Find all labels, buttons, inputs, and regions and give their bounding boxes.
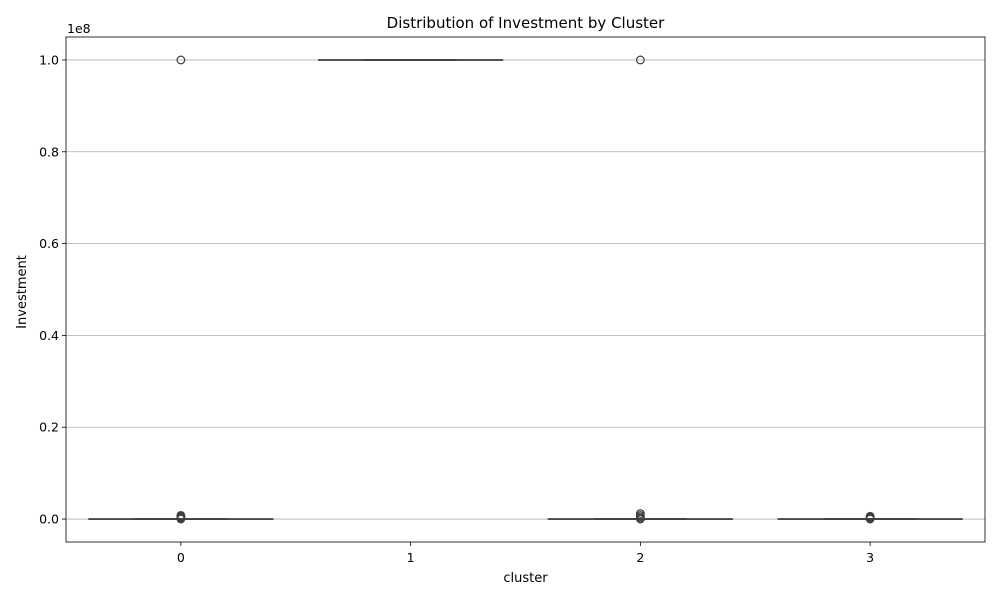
y-tick-label: 0.4	[39, 328, 59, 343]
x-axis-label: cluster	[503, 571, 548, 586]
x-tick-label: 1	[407, 550, 415, 565]
box-cluster-3	[777, 511, 963, 524]
y-axis-label: Investment	[15, 255, 30, 329]
y-tick-label: 0.8	[39, 144, 59, 159]
y-tick-label: 1.0	[39, 52, 59, 67]
plot-frame	[65, 36, 986, 543]
chart-title: Distribution of Investment by Cluster	[387, 14, 665, 32]
x-tick-label: 3	[866, 550, 874, 565]
box-cluster-2	[547, 55, 734, 524]
x-tick-label: 2	[636, 550, 644, 565]
grid-lines	[66, 59, 985, 520]
outlier-point	[635, 509, 645, 518]
x-axis-ticks: 0 1 2 3	[177, 542, 874, 565]
outlier-point	[176, 55, 186, 65]
box-plots	[88, 55, 963, 524]
y-tick-label: 0.0	[39, 512, 59, 527]
y-offset-label: 1e8	[67, 21, 91, 36]
outlier-point	[176, 510, 186, 520]
x-tick-label: 0	[177, 550, 185, 565]
outlier-point	[865, 511, 875, 521]
y-axis-ticks: 0.0 0.2 0.4 0.6 0.8 1.0	[39, 52, 66, 527]
outlier-point	[635, 55, 645, 65]
y-tick-label: 0.2	[39, 420, 59, 435]
box-cluster-0	[88, 55, 274, 524]
y-tick-label: 0.6	[39, 236, 59, 251]
